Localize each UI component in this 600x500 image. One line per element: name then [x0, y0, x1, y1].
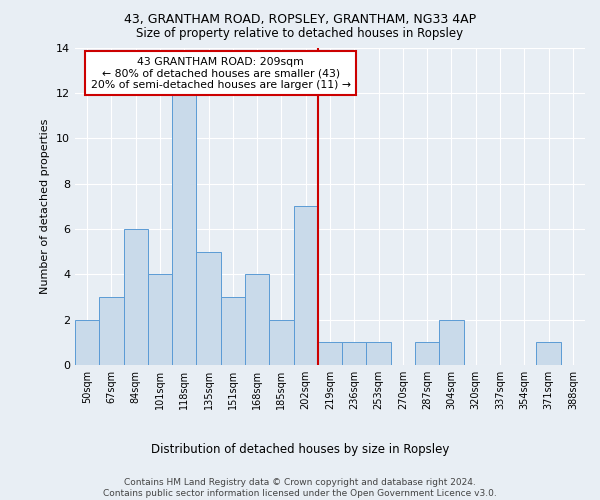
Text: Distribution of detached houses by size in Ropsley: Distribution of detached houses by size … [151, 442, 449, 456]
Bar [269, 320, 293, 365]
Bar [148, 274, 172, 365]
Bar [124, 229, 148, 365]
Bar [318, 342, 342, 365]
Y-axis label: Number of detached properties: Number of detached properties [40, 118, 50, 294]
Bar [221, 297, 245, 365]
Text: Contains HM Land Registry data © Crown copyright and database right 2024.
Contai: Contains HM Land Registry data © Crown c… [103, 478, 497, 498]
Bar [342, 342, 367, 365]
Bar [536, 342, 561, 365]
Bar [439, 320, 464, 365]
Bar [172, 93, 196, 365]
Bar [245, 274, 269, 365]
Bar [415, 342, 439, 365]
Bar [293, 206, 318, 365]
Bar [196, 252, 221, 365]
Bar [75, 320, 99, 365]
Text: Size of property relative to detached houses in Ropsley: Size of property relative to detached ho… [136, 28, 464, 40]
Bar [367, 342, 391, 365]
Text: 43, GRANTHAM ROAD, ROPSLEY, GRANTHAM, NG33 4AP: 43, GRANTHAM ROAD, ROPSLEY, GRANTHAM, NG… [124, 12, 476, 26]
Text: 43 GRANTHAM ROAD: 209sqm
← 80% of detached houses are smaller (43)
20% of semi-d: 43 GRANTHAM ROAD: 209sqm ← 80% of detach… [91, 56, 351, 90]
Bar [99, 297, 124, 365]
